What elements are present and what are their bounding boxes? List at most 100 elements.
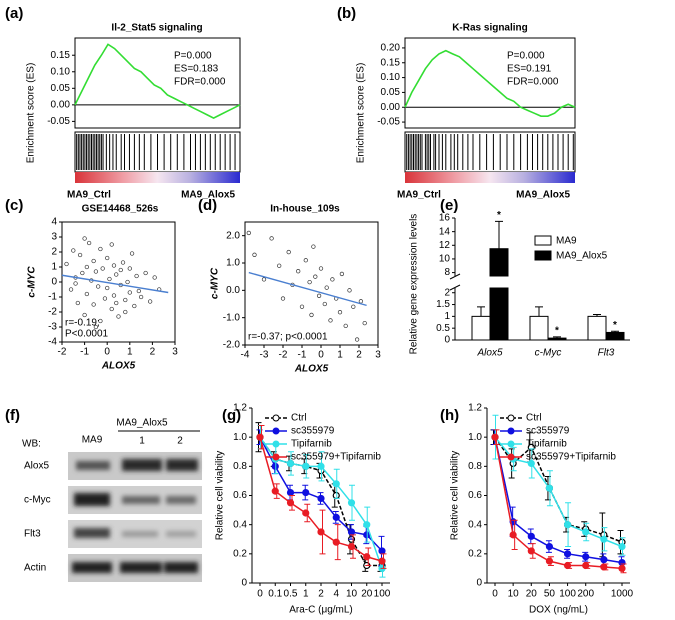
x-tick-label: c-Myc — [535, 348, 562, 359]
point — [118, 267, 123, 273]
point — [347, 288, 352, 293]
y-tick-label: 0.6 — [233, 490, 247, 501]
point — [64, 261, 69, 267]
marker — [286, 499, 295, 507]
point — [277, 263, 282, 268]
bar — [489, 287, 509, 341]
axis-break — [449, 273, 461, 280]
y-tick-label: 0 — [476, 578, 482, 589]
marker — [271, 487, 279, 495]
y-tick-label: 2 — [51, 247, 57, 258]
marker — [317, 494, 325, 503]
point — [246, 230, 251, 236]
significance: * — [555, 326, 559, 337]
point — [313, 274, 318, 279]
stat-label: FDR=0.000 — [174, 77, 226, 88]
legend-label: sc355979 — [291, 426, 335, 437]
y-tick-label: 0.05 — [51, 83, 71, 94]
x-tick-label: 2 — [318, 589, 324, 600]
point — [138, 294, 144, 300]
y-tick-label: -1 — [48, 292, 57, 303]
chart-title: GSE14468_526s — [82, 204, 159, 215]
y-tick-label: 0.5 — [436, 323, 450, 334]
legend-marker — [507, 453, 515, 461]
marker — [600, 535, 608, 543]
point — [77, 252, 83, 258]
legend-marker — [272, 440, 280, 448]
annotation: r=-0.19; — [65, 318, 100, 329]
point — [303, 258, 308, 263]
chart-title: K-Ras signaling — [452, 23, 528, 34]
panel-label: (b) — [337, 5, 356, 22]
y-tick-label: 0.4 — [233, 519, 247, 530]
marker — [582, 561, 590, 570]
error-bar — [477, 306, 485, 317]
y-tick-label: 14 — [439, 226, 451, 237]
marker — [286, 488, 295, 497]
bar — [489, 248, 509, 277]
panel-label: (e) — [440, 197, 458, 214]
annotation: P<0.0001 — [65, 329, 109, 340]
point — [82, 236, 87, 241]
panel-label: (h) — [440, 407, 459, 424]
point — [127, 290, 132, 295]
y-tick-label: 16 — [439, 213, 451, 224]
point — [96, 284, 101, 289]
x-tick-label: 2 — [356, 350, 362, 361]
y-tick-label: 4 — [51, 217, 57, 228]
legend-marker — [272, 453, 280, 461]
legend-swatch — [534, 250, 552, 261]
point — [316, 293, 322, 298]
point — [296, 269, 301, 274]
y-tick-label: 0.20 — [381, 43, 401, 54]
x-tick-label: -2 — [58, 347, 67, 358]
point — [123, 297, 128, 303]
panel-label: (d) — [198, 197, 217, 214]
marker — [347, 499, 356, 507]
marker — [563, 550, 572, 558]
point — [132, 303, 137, 309]
y-axis-label: c-MYC — [27, 266, 38, 298]
bar — [587, 315, 607, 341]
x-tick-label: 0 — [492, 589, 498, 600]
point — [286, 249, 291, 255]
point — [105, 255, 110, 261]
y-tick-label: -3 — [48, 322, 57, 333]
marker — [332, 513, 340, 521]
x-tick-label: 4 — [333, 589, 339, 600]
legend-label: MA9_Alox5 — [556, 251, 608, 262]
x-tick-label: 10 — [508, 589, 520, 600]
point — [71, 248, 76, 253]
legend-marker — [507, 427, 515, 435]
y-tick-label: 0.6 — [468, 490, 482, 501]
y-tick-label: 0.05 — [381, 87, 401, 98]
x-axis-label: DOX (ng/mL) — [529, 605, 588, 616]
error-bar — [535, 306, 543, 317]
rank-colorbar — [405, 172, 575, 183]
stat-label: P=0.000 — [174, 51, 212, 62]
point — [100, 266, 105, 271]
legend-marker — [272, 414, 280, 422]
rank-colorbar — [75, 172, 240, 183]
y-tick-label: 0.8 — [468, 461, 482, 472]
x-tick-label: 20 — [526, 589, 538, 600]
point — [109, 306, 114, 312]
y-tick-label: 0.10 — [51, 66, 71, 77]
point — [339, 271, 345, 277]
blot-bands — [72, 459, 198, 573]
point — [343, 323, 348, 329]
point — [280, 296, 286, 301]
x-tick-label: 0 — [318, 350, 324, 361]
legend-marker — [507, 414, 515, 422]
axis-break — [449, 284, 461, 291]
point — [91, 258, 96, 264]
marker — [302, 462, 310, 470]
marker — [491, 433, 499, 441]
point — [307, 279, 312, 285]
point — [127, 266, 132, 271]
x-tick-label: -1 — [80, 347, 89, 358]
point — [114, 272, 119, 277]
legend-swatch — [534, 235, 552, 246]
panel-label: (a) — [5, 5, 23, 22]
point — [147, 299, 153, 304]
